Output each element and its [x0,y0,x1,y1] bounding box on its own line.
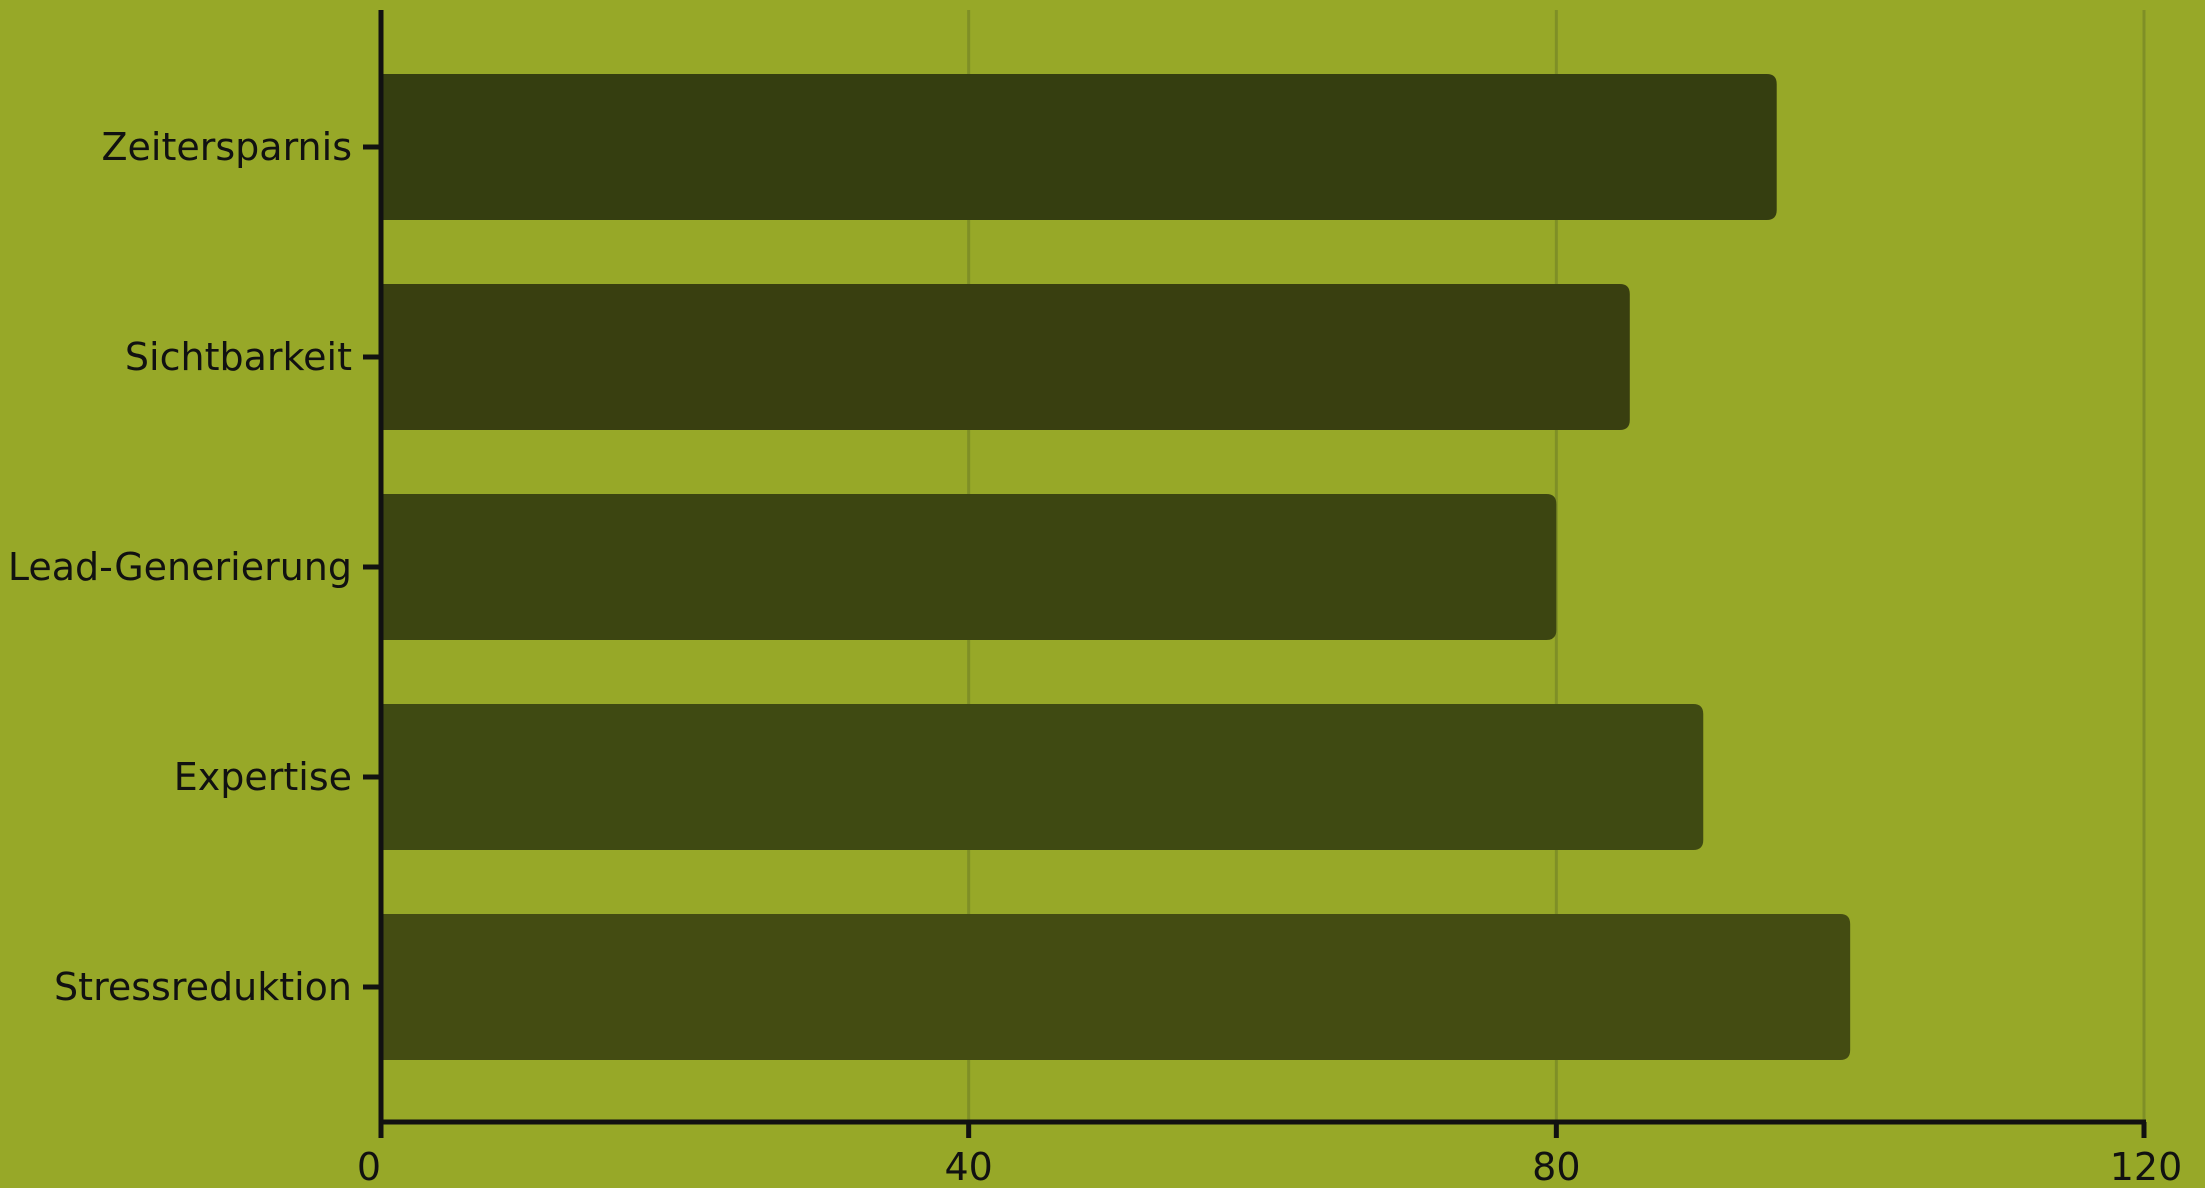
x-tick-label: 120 [2110,1145,2183,1183]
bar-expertise [382,704,1704,850]
y-tick-label: Zeitersparnis [102,125,352,169]
x-tick-label: 0 [357,1145,381,1183]
bar-stressreduktion [382,914,1851,1060]
bar-lead-generierung [382,494,1557,640]
y-tick-label: Sichtbarkeit [125,335,352,379]
y-tick-label: Stressreduktion [54,965,352,1009]
y-tick-label: Expertise [174,755,352,799]
bar-sichtbarkeit [382,284,1630,430]
y-tick-label: Lead-Generierung [8,545,352,589]
x-tick-label: 80 [1532,1145,1580,1183]
axes: Zeitersparnis Sichtbarkeit Lead-Generierun… [8,10,2183,1188]
bar-zeitersparnis [382,74,1777,220]
x-tick-label: 40 [944,1145,992,1183]
bars [382,74,1851,1060]
